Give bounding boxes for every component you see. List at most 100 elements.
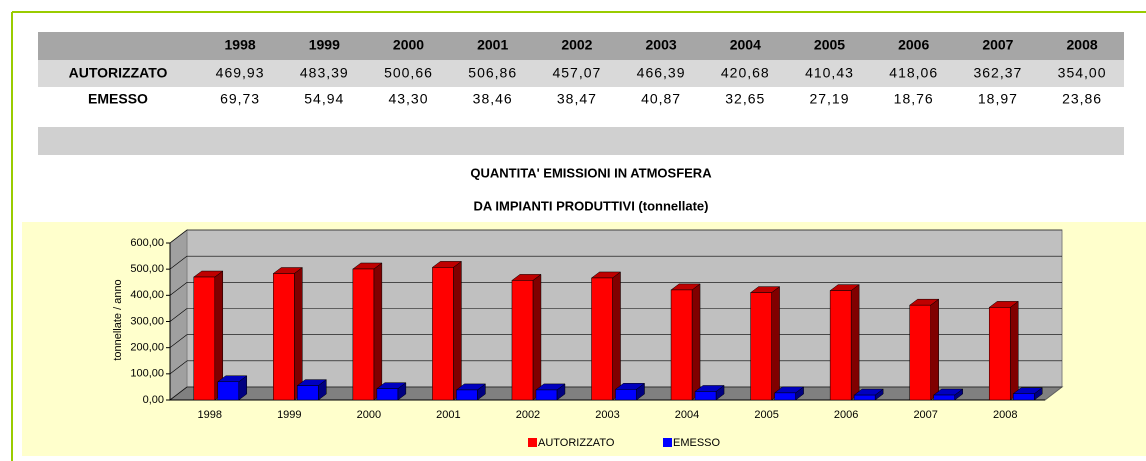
bar xyxy=(297,385,319,401)
table-cell: 418,06 xyxy=(889,65,938,81)
y-axis-label: tonnellate / anno xyxy=(112,279,124,360)
bar xyxy=(750,292,772,401)
table-cell: 362,37 xyxy=(973,65,1022,81)
y-tick-label: 500,00 xyxy=(130,263,164,275)
table-cell: 420,68 xyxy=(721,65,770,81)
bar-side xyxy=(691,283,701,401)
grid-line xyxy=(169,282,188,296)
table-row-bg xyxy=(38,60,1124,87)
table-cell: 69,73 xyxy=(220,91,260,107)
row-label: AUTORIZZATO xyxy=(69,65,168,81)
y-tick-label: 0,00 xyxy=(143,394,164,406)
table-header: 2008 xyxy=(1067,37,1098,53)
x-tick-label: 2007 xyxy=(913,409,937,421)
grid-line xyxy=(169,308,188,322)
table-header: 2002 xyxy=(561,37,592,53)
table-header: 1998 xyxy=(225,37,256,53)
table-cell: 500,66 xyxy=(384,65,433,81)
bar xyxy=(535,389,558,401)
legend-label: AUTORIZZATO xyxy=(538,437,615,449)
chart-title: QUANTITA' EMISSIONI IN ATMOSFERA xyxy=(470,165,712,180)
y-tick-label: 100,00 xyxy=(130,368,164,380)
bar-side xyxy=(930,298,939,401)
table-cell: 40,87 xyxy=(641,91,681,107)
table-cell: 410,43 xyxy=(805,65,854,81)
bar xyxy=(774,392,796,401)
table-header: 2005 xyxy=(814,37,845,53)
table-cell: 23,86 xyxy=(1062,91,1102,107)
table-cell: 354,00 xyxy=(1058,65,1107,81)
chart-title: DA IMPIANTI PRODUTTIVI (tonnellate) xyxy=(474,198,709,213)
bar xyxy=(694,391,717,401)
bar xyxy=(352,268,375,401)
legend-swatch xyxy=(528,438,537,447)
legend-label: EMESSO xyxy=(673,437,721,449)
table-header: 2006 xyxy=(898,37,929,53)
table-header-bg xyxy=(38,32,1124,60)
legend-swatch xyxy=(663,438,672,447)
table-header: 2007 xyxy=(982,37,1013,53)
y-tick-label: 300,00 xyxy=(130,315,164,327)
bar xyxy=(615,389,637,401)
bar xyxy=(853,394,876,401)
bar xyxy=(909,304,931,401)
bar-side xyxy=(453,260,462,401)
bar xyxy=(591,277,613,401)
x-tick-label: 2002 xyxy=(516,409,540,421)
grid-line xyxy=(169,334,188,348)
x-tick-label: 2004 xyxy=(675,409,699,421)
grid-line xyxy=(169,386,188,401)
x-tick-label: 1998 xyxy=(198,409,222,421)
table-cell: 54,94 xyxy=(304,91,344,107)
grid-line xyxy=(169,255,188,270)
table-cell: 18,76 xyxy=(894,91,934,107)
bar-side xyxy=(850,284,860,401)
table-cell: 469,93 xyxy=(216,65,265,81)
x-tick-label: 2003 xyxy=(595,409,619,421)
bar xyxy=(933,394,955,401)
table-cell: 457,07 xyxy=(552,65,601,81)
table-cell: 27,19 xyxy=(809,91,849,107)
bar xyxy=(670,289,693,401)
bar-side xyxy=(373,262,383,401)
bar xyxy=(193,276,216,401)
bar xyxy=(988,307,1011,401)
table-cell: 38,46 xyxy=(473,91,513,107)
bar xyxy=(1012,393,1035,401)
table-header: 2004 xyxy=(730,37,761,53)
bar-side xyxy=(532,273,542,401)
bar-side xyxy=(294,267,303,401)
bar xyxy=(456,389,478,401)
table-header: 1999 xyxy=(309,37,340,53)
table-cell: 32,65 xyxy=(725,91,765,107)
y-tick-label: 400,00 xyxy=(130,289,164,301)
bar xyxy=(376,388,399,401)
bar xyxy=(432,267,454,401)
bar-side xyxy=(612,271,621,401)
x-tick-label: 2008 xyxy=(993,409,1017,421)
grid-line xyxy=(169,229,188,244)
table-footer-bg xyxy=(38,127,1124,155)
x-tick-label: 2006 xyxy=(834,409,858,421)
table-header: 2003 xyxy=(646,37,677,53)
grid-line xyxy=(169,360,188,375)
table-cell: 506,86 xyxy=(468,65,517,81)
bar-side xyxy=(771,286,780,401)
table-cell: 483,39 xyxy=(300,65,349,81)
x-tick-label: 2000 xyxy=(357,409,381,421)
y-tick-label: 200,00 xyxy=(130,342,164,354)
bar xyxy=(217,381,240,401)
table-header: 2001 xyxy=(477,37,508,53)
x-tick-label: 2001 xyxy=(436,409,460,421)
table-cell: 466,39 xyxy=(637,65,686,81)
bar xyxy=(829,290,852,401)
table-cell: 43,30 xyxy=(388,91,428,107)
x-tick-label: 2005 xyxy=(754,409,778,421)
x-tick-label: 1999 xyxy=(277,409,301,421)
table-header: 2000 xyxy=(393,37,424,53)
row-label: EMESSO xyxy=(88,91,148,107)
y-tick-label: 600,00 xyxy=(130,237,164,249)
table-cell: 38,47 xyxy=(557,91,597,107)
bar xyxy=(511,280,534,401)
